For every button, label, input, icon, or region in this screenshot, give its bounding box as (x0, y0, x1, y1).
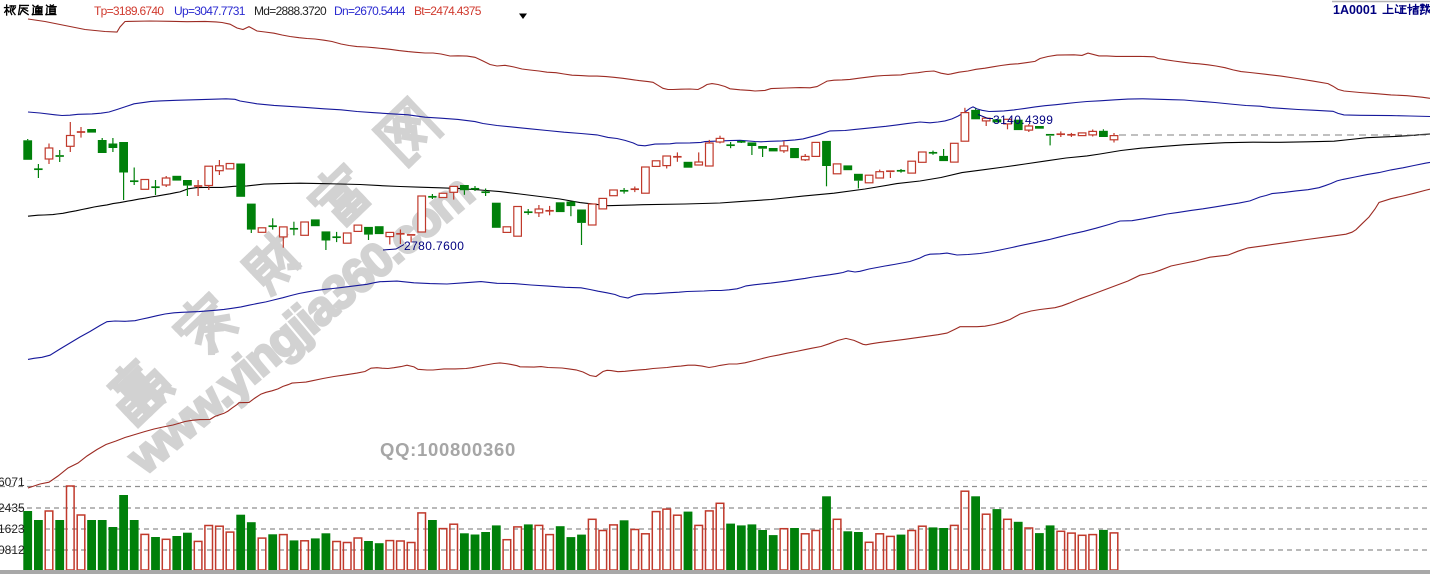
svg-text:www.yingjia360.com: www.yingjia360.com (117, 166, 483, 485)
